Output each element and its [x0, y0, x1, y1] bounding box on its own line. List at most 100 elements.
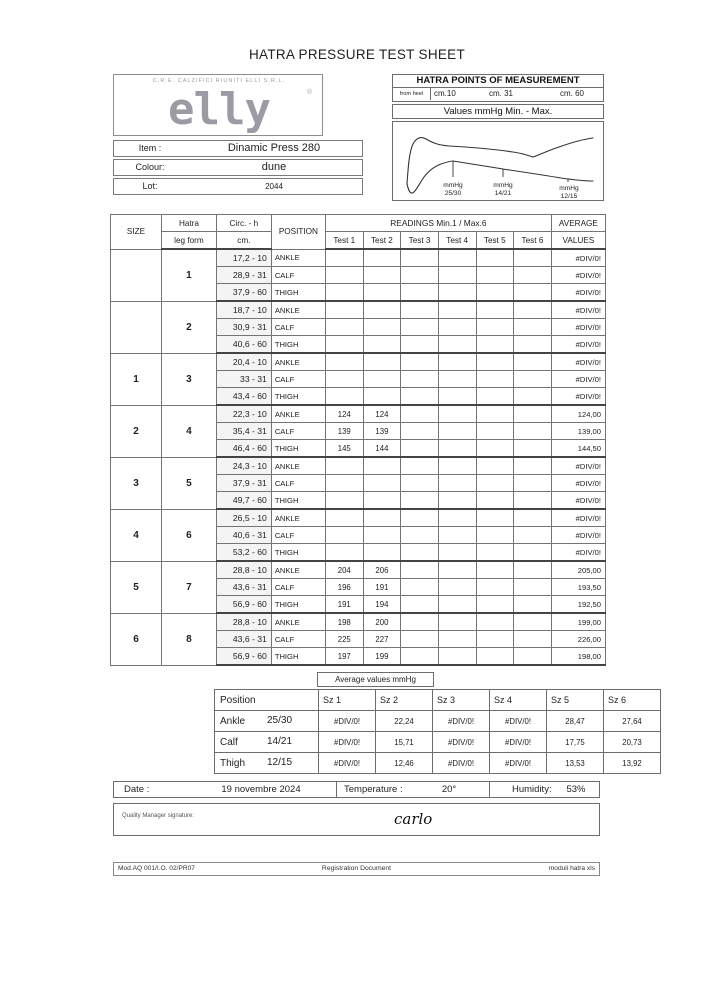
test-5-cell[interactable]: [475, 456, 515, 475]
test-5-cell[interactable]: [475, 318, 515, 336]
test-6-cell[interactable]: [513, 370, 552, 388]
test-2-cell[interactable]: [362, 318, 402, 336]
test-5-cell[interactable]: [475, 474, 515, 492]
test-3-cell[interactable]: [400, 318, 439, 336]
test-2-cell[interactable]: [362, 300, 402, 319]
test-5-cell[interactable]: [475, 578, 515, 596]
test-4-cell[interactable]: [437, 300, 477, 319]
test-4-cell[interactable]: [437, 318, 477, 336]
test-4-cell[interactable]: [437, 595, 477, 614]
test-6-cell[interactable]: [513, 474, 552, 492]
test-3-cell[interactable]: [400, 508, 439, 527]
test-1-cell[interactable]: 197: [324, 647, 364, 666]
test-4-cell[interactable]: [437, 439, 477, 458]
test-1-cell[interactable]: [324, 335, 364, 354]
test-1-cell[interactable]: [324, 387, 364, 406]
test-1-cell[interactable]: [324, 248, 364, 267]
test-1-cell[interactable]: 196: [324, 578, 364, 596]
test-4-cell[interactable]: [437, 370, 477, 388]
test-4-cell[interactable]: [437, 647, 477, 666]
test-3-cell[interactable]: [400, 612, 439, 631]
test-6-cell[interactable]: [513, 404, 552, 423]
test-2-cell[interactable]: 144: [362, 439, 402, 458]
temperature-value[interactable]: 20°: [441, 784, 457, 795]
test-2-cell[interactable]: 199: [362, 647, 402, 666]
test-5-cell[interactable]: [475, 508, 515, 527]
test-3-cell[interactable]: [400, 352, 439, 371]
test-6-cell[interactable]: [513, 352, 552, 371]
test-3-cell[interactable]: [400, 560, 439, 579]
humidity-value[interactable]: 53%: [566, 784, 586, 795]
test-1-cell[interactable]: [324, 543, 364, 562]
test-2-cell[interactable]: 139: [362, 422, 402, 440]
test-2-cell[interactable]: [362, 526, 402, 544]
test-5-cell[interactable]: [475, 283, 515, 302]
test-6-cell[interactable]: [513, 595, 552, 614]
test-2-cell[interactable]: [362, 335, 402, 354]
test-2-cell[interactable]: [362, 248, 402, 267]
test-4-cell[interactable]: [437, 335, 477, 354]
test-5-cell[interactable]: [475, 543, 515, 562]
test-2-cell[interactable]: [362, 387, 402, 406]
test-2-cell[interactable]: [362, 352, 402, 371]
colour-value[interactable]: dune: [261, 161, 287, 173]
test-4-cell[interactable]: [437, 387, 477, 406]
test-1-cell[interactable]: 124: [324, 404, 364, 423]
test-1-cell[interactable]: [324, 491, 364, 510]
test-5-cell[interactable]: [475, 630, 515, 648]
test-6-cell[interactable]: [513, 543, 552, 562]
test-6-cell[interactable]: [513, 439, 552, 458]
test-3-cell[interactable]: [400, 335, 439, 354]
test-2-cell[interactable]: [362, 266, 402, 284]
test-5-cell[interactable]: [475, 404, 515, 423]
test-6-cell[interactable]: [513, 647, 552, 666]
test-4-cell[interactable]: [437, 508, 477, 527]
test-5-cell[interactable]: [475, 370, 515, 388]
test-1-cell[interactable]: 198: [324, 612, 364, 631]
test-5-cell[interactable]: [475, 387, 515, 406]
test-1-cell[interactable]: [324, 300, 364, 319]
test-4-cell[interactable]: [437, 248, 477, 267]
test-6-cell[interactable]: [513, 300, 552, 319]
test-4-cell[interactable]: [437, 543, 477, 562]
test-3-cell[interactable]: [400, 474, 439, 492]
test-1-cell[interactable]: 204: [324, 560, 364, 579]
test-2-cell[interactable]: 191: [362, 578, 402, 596]
test-6-cell[interactable]: [513, 612, 552, 631]
test-5-cell[interactable]: [475, 335, 515, 354]
test-2-cell[interactable]: [362, 508, 402, 527]
test-5-cell[interactable]: [475, 300, 515, 319]
test-4-cell[interactable]: [437, 266, 477, 284]
test-3-cell[interactable]: [400, 387, 439, 406]
test-6-cell[interactable]: [513, 335, 552, 354]
test-1-cell[interactable]: 191: [324, 595, 364, 614]
test-6-cell[interactable]: [513, 248, 552, 267]
test-1-cell[interactable]: 139: [324, 422, 364, 440]
test-1-cell[interactable]: [324, 318, 364, 336]
test-2-cell[interactable]: [362, 474, 402, 492]
test-3-cell[interactable]: [400, 491, 439, 510]
test-3-cell[interactable]: [400, 543, 439, 562]
test-1-cell[interactable]: [324, 283, 364, 302]
test-4-cell[interactable]: [437, 352, 477, 371]
test-5-cell[interactable]: [475, 422, 515, 440]
test-1-cell[interactable]: [324, 526, 364, 544]
test-6-cell[interactable]: [513, 630, 552, 648]
test-6-cell[interactable]: [513, 387, 552, 406]
test-3-cell[interactable]: [400, 300, 439, 319]
test-3-cell[interactable]: [400, 647, 439, 666]
item-value[interactable]: Dinamic Press 280: [227, 142, 321, 154]
test-3-cell[interactable]: [400, 422, 439, 440]
test-4-cell[interactable]: [437, 422, 477, 440]
test-3-cell[interactable]: [400, 578, 439, 596]
test-3-cell[interactable]: [400, 370, 439, 388]
test-6-cell[interactable]: [513, 422, 552, 440]
test-4-cell[interactable]: [437, 578, 477, 596]
test-3-cell[interactable]: [400, 456, 439, 475]
test-4-cell[interactable]: [437, 630, 477, 648]
test-4-cell[interactable]: [437, 560, 477, 579]
test-4-cell[interactable]: [437, 491, 477, 510]
test-2-cell[interactable]: 206: [362, 560, 402, 579]
test-2-cell[interactable]: 227: [362, 630, 402, 648]
test-4-cell[interactable]: [437, 283, 477, 302]
